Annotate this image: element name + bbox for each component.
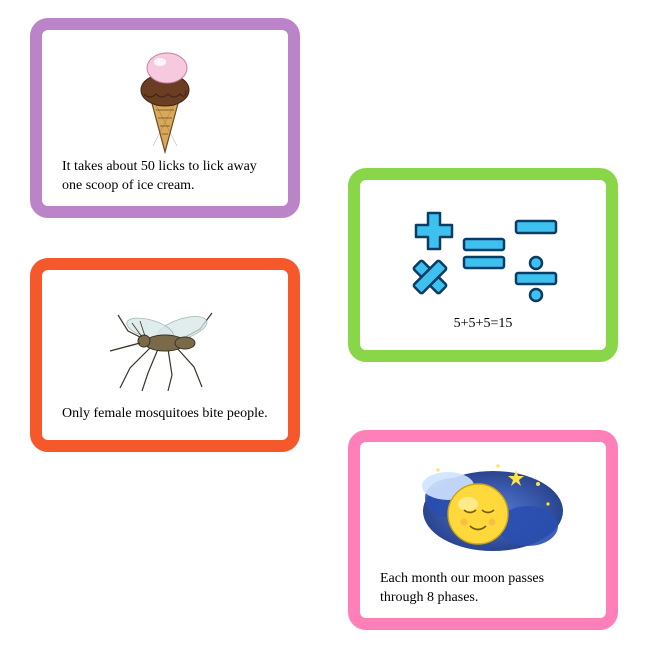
fact-card-mosquito: Only female mosquitoes bite people. (30, 258, 300, 452)
mosquito-illustration (56, 284, 274, 401)
fact-card-moon: Each month our moon passes through 8 pha… (348, 430, 618, 630)
math-symbols-icon (398, 203, 568, 303)
fact-card-math: 5+5+5=15 (348, 168, 618, 362)
mosquito-icon (90, 293, 240, 393)
math-illustration (374, 194, 592, 311)
fact-card-icecream: It takes about 50 licks to lick away one… (30, 18, 300, 218)
icecream-icon (120, 44, 210, 154)
moon-illustration (374, 456, 592, 566)
card-caption: Each month our moon passes through 8 pha… (374, 566, 592, 610)
moon-icon (398, 456, 568, 566)
icecream-illustration (56, 44, 274, 154)
card-caption: It takes about 50 licks to lick away one… (56, 154, 274, 198)
card-caption: 5+5+5=15 (374, 311, 592, 336)
card-caption: Only female mosquitoes bite people. (56, 401, 274, 426)
